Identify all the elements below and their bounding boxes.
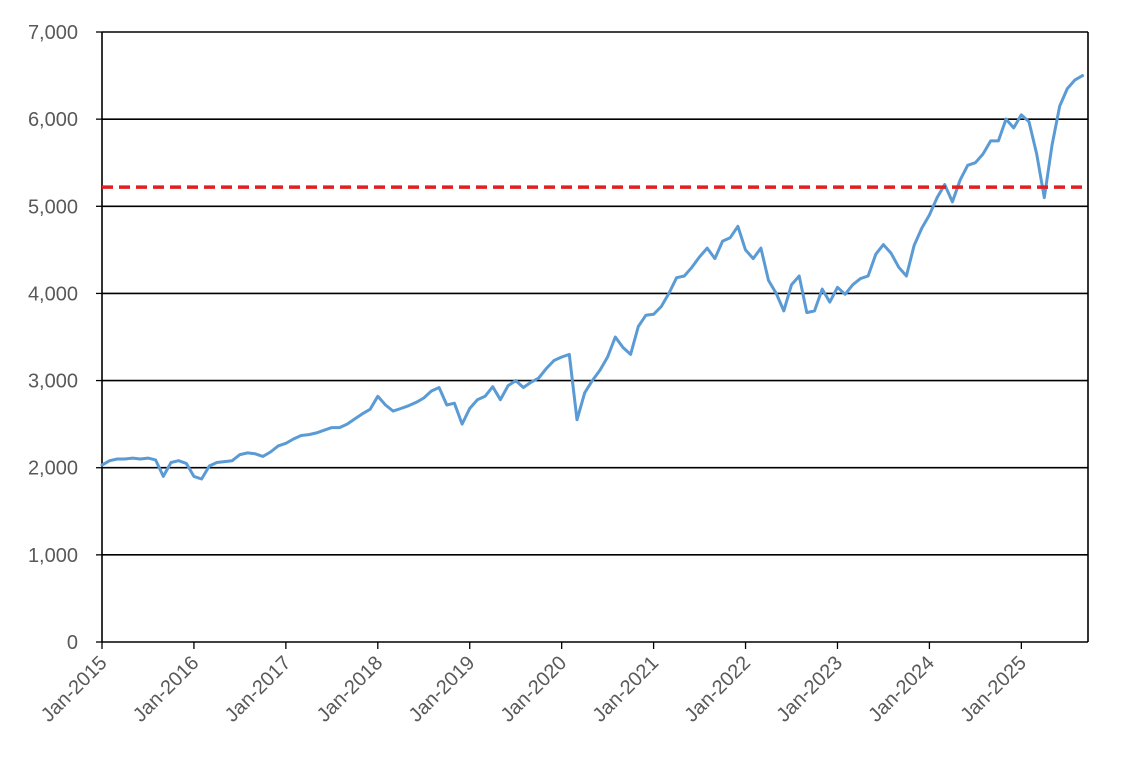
x-tick-label: Jan-2022: [681, 652, 756, 727]
x-tick-label: Jan-2024: [864, 652, 939, 727]
y-tick-label: 1,000: [28, 545, 78, 567]
x-tick-label: Jan-2018: [313, 652, 388, 727]
series-line: [100, 74, 1085, 481]
series: [100, 74, 1088, 481]
y-tick-label: 5,000: [28, 196, 78, 218]
y-tick-label: 6,000: [28, 109, 78, 131]
x-tick-label: Jan-2023: [772, 652, 847, 727]
y-tick-label: 7,000: [28, 22, 78, 44]
x-tick-labels: Jan-2015 Jan-2016 Jan-2017 Jan-2018 Jan-2019…: [37, 652, 1031, 727]
y-tick-label: 3,000: [28, 371, 78, 393]
y-tick-label: 4,000: [28, 283, 78, 305]
x-tick-label: Jan-2021: [589, 652, 664, 727]
x-tick-label: Jan-2015: [37, 652, 112, 727]
x-tick-label: Jan-2025: [956, 652, 1031, 727]
x-tick-label: Jan-2020: [497, 652, 572, 727]
x-tick-label: Jan-2019: [405, 652, 480, 727]
y-tick-label: 2,000: [28, 458, 78, 480]
x-tick-label: Jan-2017: [221, 652, 296, 727]
axes: [96, 31, 1089, 649]
y-tick-label: 0: [67, 632, 78, 654]
gridlines: [102, 31, 1088, 556]
x-tick-label: Jan-2016: [129, 652, 204, 727]
y-tick-labels: 0 1,000 2,000 3,000 4,000 5,000 6,000 7,000: [28, 22, 78, 654]
